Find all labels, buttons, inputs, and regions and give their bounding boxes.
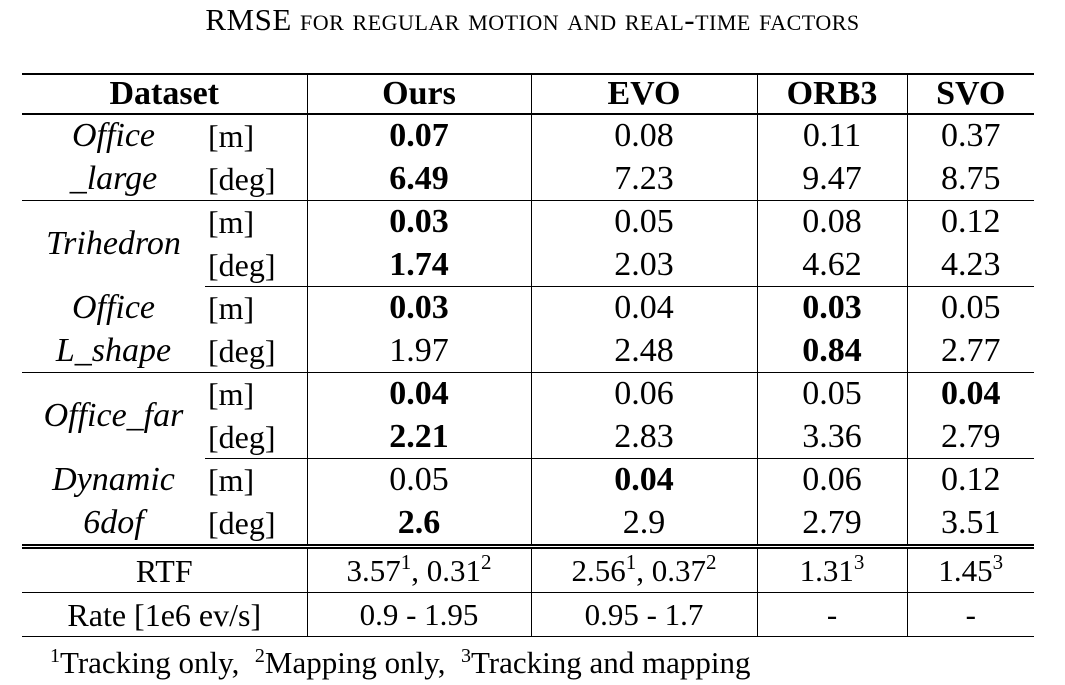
cell-svo: 2.79 <box>907 415 1034 459</box>
cell-svo: 0.12 <box>941 203 1001 241</box>
cell-ours: 0.05 <box>307 458 532 502</box>
table-row: Office_far [m] 0.04 0.06 0.05 0.04 <box>22 372 1034 432</box>
header-svo: SVO <box>907 73 1034 115</box>
cell-orb3: 0.08 <box>757 200 908 244</box>
rtf-evo: 2.561, 0.372 <box>531 544 758 593</box>
cell-evo: 2.9 <box>531 501 758 547</box>
cell-ours: 6.49 <box>307 157 532 201</box>
cell-evo: 0.04 <box>531 286 758 330</box>
rtf-svo: 1.453 <box>907 544 1034 593</box>
unit-label: [m] <box>205 114 308 158</box>
dataset-name-line2: 6dof <box>83 503 144 541</box>
cell-svo: 3.51 <box>941 503 1001 541</box>
rate-svo: - <box>907 592 1034 637</box>
table-row: Office [m] 0.07 0.08 0.11 0.37 <box>22 114 1034 158</box>
table-row: [deg] 1.74 2.03 4.62 4.23 <box>22 243 1034 287</box>
cell-orb3: 0.06 <box>757 458 908 502</box>
rate-evo: 0.95 - 1.7 <box>531 592 758 637</box>
cell-evo: 0.05 <box>531 200 758 244</box>
cell-orb3: 4.62 <box>757 243 908 287</box>
cell-svo: 0.37 <box>941 117 1001 155</box>
header-ours: Ours <box>307 73 532 115</box>
cell-svo: 0.05 <box>941 289 1001 327</box>
cell-ours: 0.03 <box>307 286 532 330</box>
dataset-name-line1: Office <box>71 289 156 326</box>
cell-evo: 0.04 <box>531 458 758 502</box>
cell-svo: 8.75 <box>907 157 1034 201</box>
rtf-label: RTF <box>22 544 308 593</box>
unit-label: [m] <box>205 458 308 502</box>
rate-orb3: - <box>757 592 908 637</box>
cell-evo: 0.06 <box>531 372 758 416</box>
table-row: L_shape [deg] 1.97 2.48 0.84 2.77 <box>22 329 1034 373</box>
rate-ours: 0.9 - 1.95 <box>307 592 532 637</box>
header-dataset: Dataset <box>22 73 308 115</box>
unit-label: [deg] <box>205 415 308 459</box>
unit-label: [deg] <box>205 329 308 373</box>
dataset-name-line2: L_shape <box>22 329 205 373</box>
cell-ours: 0.03 <box>307 200 532 244</box>
cell-ours: 2.21 <box>307 415 532 459</box>
rtf-ours: 3.571, 0.312 <box>307 544 532 593</box>
rmse-table: Dataset Ours EVO ORB3 SVO Office [m] 0.0… <box>22 73 1034 637</box>
table-row: Office [m] 0.03 0.04 0.03 0.05 <box>22 286 1034 330</box>
table-row: Dynamic [m] 0.05 0.04 0.06 0.12 <box>22 458 1034 502</box>
header-orb3: ORB3 <box>757 73 908 115</box>
header-evo: EVO <box>531 73 758 115</box>
dataset-name-line1: Office <box>71 117 156 155</box>
cell-orb3: 2.79 <box>757 501 908 547</box>
unit-label: [deg] <box>205 501 308 547</box>
cell-orb3: 0.84 <box>757 329 908 373</box>
unit-label: [deg] <box>205 243 308 287</box>
header-row: Dataset Ours EVO ORB3 SVO <box>22 73 1034 115</box>
cell-svo: 2.77 <box>907 329 1034 373</box>
cell-orb3: 0.11 <box>757 114 908 158</box>
dataset-name-line2: _large <box>22 157 205 201</box>
rate-label: Rate [1e6 ev/s] <box>22 592 308 637</box>
unit-label: [m] <box>205 200 308 244</box>
rtf-orb3: 1.313 <box>757 544 908 593</box>
table-footnote: 1Tracking only, 2Mapping only, 3Tracking… <box>50 645 751 680</box>
cell-svo: 0.04 <box>941 375 1001 413</box>
cell-ours: 0.07 <box>307 114 532 158</box>
cell-evo: 7.23 <box>531 157 758 201</box>
cell-svo: 0.12 <box>941 461 1001 499</box>
rate-row: Rate [1e6 ev/s] 0.9 - 1.95 0.95 - 1.7 - … <box>22 592 1034 637</box>
table-caption: RMSE for regular motion and real-time fa… <box>205 2 860 37</box>
dataset-name: Trihedron <box>46 224 181 262</box>
cell-evo: 2.48 <box>531 329 758 373</box>
cell-orb3: 0.05 <box>757 372 908 416</box>
cell-svo: 4.23 <box>907 243 1034 287</box>
table-row: _large [deg] 6.49 7.23 9.47 8.75 <box>22 157 1034 201</box>
unit-label: [m] <box>205 286 308 330</box>
unit-label: [m] <box>205 372 308 416</box>
cell-ours: 0.04 <box>307 372 532 416</box>
cell-evo: 2.83 <box>531 415 758 459</box>
cell-ours: 2.6 <box>307 501 532 547</box>
table-row: Trihedron [m] 0.03 0.05 0.08 0.12 <box>22 200 1034 260</box>
cell-evo: 0.08 <box>531 114 758 158</box>
cell-orb3: 0.03 <box>757 286 908 330</box>
cell-evo: 2.03 <box>531 243 758 287</box>
rtf-row: RTF 3.571, 0.312 2.561, 0.372 1.313 1.45… <box>22 544 1034 593</box>
cell-ours: 1.74 <box>307 243 532 287</box>
cell-ours: 1.97 <box>307 329 532 373</box>
unit-label: [deg] <box>205 157 308 201</box>
cell-orb3: 3.36 <box>757 415 908 459</box>
cell-orb3: 9.47 <box>757 157 908 201</box>
dataset-name: Office_far <box>43 396 184 434</box>
table-row: 6dof [deg] 2.6 2.9 2.79 3.51 <box>22 501 1034 547</box>
table-row: [deg] 2.21 2.83 3.36 2.79 <box>22 415 1034 459</box>
dataset-name-line1: Dynamic <box>52 461 175 498</box>
